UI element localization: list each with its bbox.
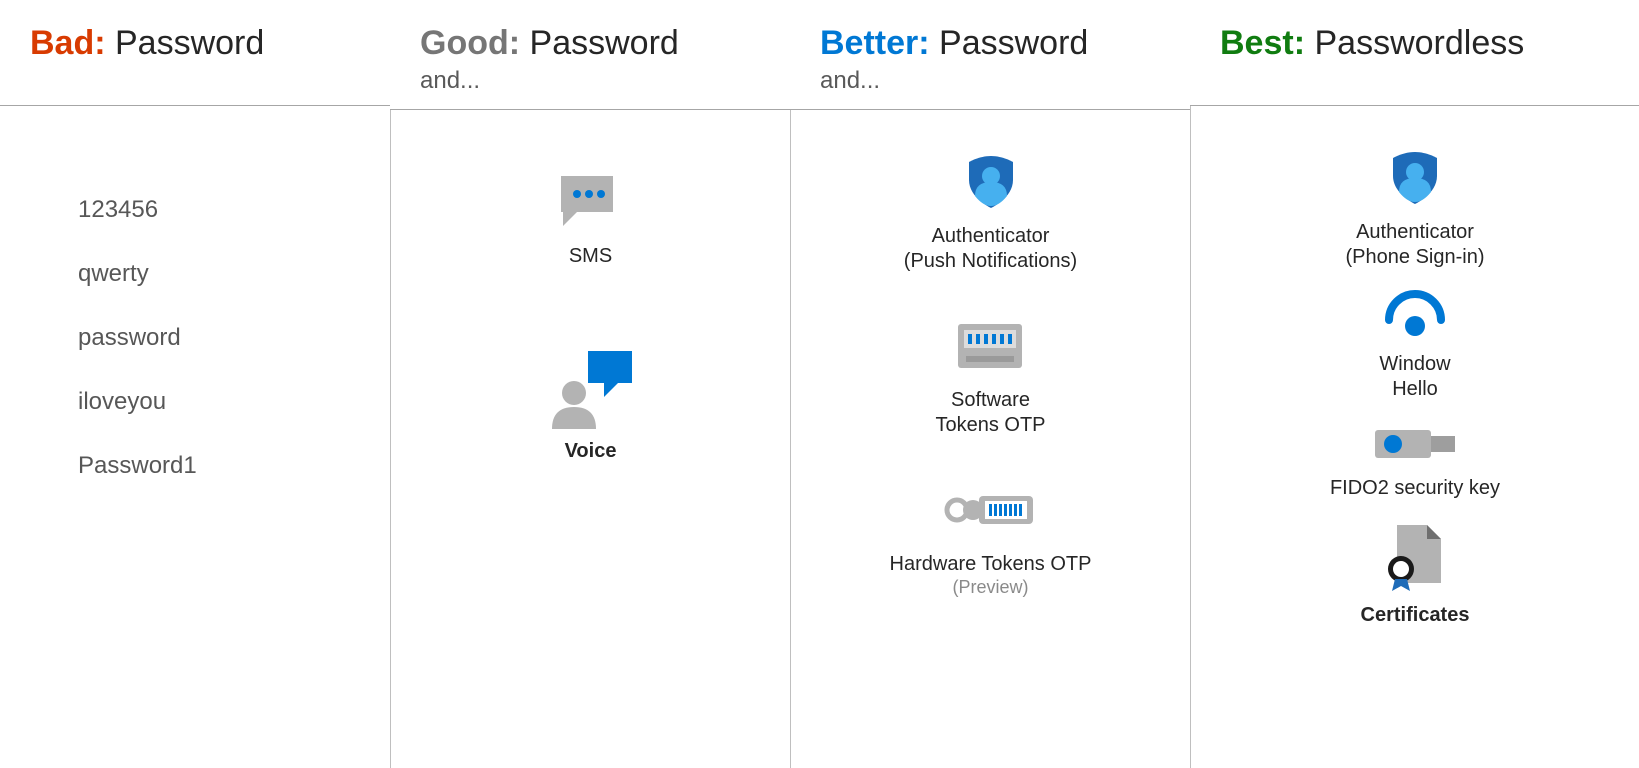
item-hard-token-label: Hardware Tokens OTP [890,552,1092,577]
item-hard-token: Hardware Tokens OTP (Preview) [890,478,1092,598]
item-voice: Voice [546,349,636,464]
authenticator-icon [1387,146,1443,210]
col-best-header: Best: Passwordless [1190,0,1639,106]
item-soft-token: Software Tokens OTP [935,314,1045,438]
item-authenticator-signin: Authenticator (Phone Sign-in) [1346,146,1485,270]
fido2-key-icon [1371,422,1459,466]
col-good: Good: Password and... SMS [390,0,790,768]
item-sms-label: SMS [569,244,612,269]
tier-label-good: Good: [420,24,520,62]
col-best-body: Authenticator (Phone Sign-in) Window Hel… [1190,106,1639,768]
item-soft-token-label2: Tokens OTP [935,413,1045,438]
col-bad-title: Bad: Password [30,24,360,63]
col-bad-header: Bad: Password [0,0,390,106]
tier-label-bad: Bad: [30,24,106,62]
col-best-title: Best: Passwordless [1220,24,1609,63]
item-auth-signin-label1: Authenticator [1356,220,1474,245]
item-sms: SMS [555,170,627,269]
col-better-header: Better: Password and... [790,0,1190,110]
tier-label-best: Best: [1220,24,1305,62]
col-bad: Bad: Password 123456 qwerty password ilo… [0,0,390,768]
voice-icon [546,349,636,429]
item-fido2-label: FIDO2 security key [1330,476,1500,501]
bad-password: Password1 [78,452,197,480]
item-authenticator-push: Authenticator (Push Notifications) [904,150,1077,274]
tier-rest-better: Password [930,24,1089,62]
tier-rest-best: Passwordless [1305,24,1524,62]
col-good-title: Good: Password [420,24,760,63]
item-certificates: Certificates [1361,521,1470,628]
tier-rest-good: Password [520,24,679,62]
bad-password-list: 123456 qwerty password iloveyou Password… [0,146,197,516]
col-good-sub: and... [420,67,760,95]
bad-password: 123456 [78,196,197,224]
col-good-header: Good: Password and... [390,0,790,110]
bad-password: qwerty [78,260,197,288]
col-better-body: Authenticator (Push Notifications) [790,110,1190,768]
item-fido2: FIDO2 security key [1330,422,1500,501]
col-better-title: Better: Password [820,24,1160,63]
item-auth-push-label1: Authenticator [932,224,1050,249]
item-hello-label2: Hello [1392,377,1438,402]
tier-rest-bad: Password [106,24,265,62]
item-hard-token-sub: (Preview) [952,577,1028,598]
col-best: Best: Passwordless Authenticator (Phone … [1190,0,1639,768]
item-auth-signin-label2: (Phone Sign-in) [1346,245,1485,270]
item-cert-label: Certificates [1361,603,1470,628]
auth-tiers-grid: Bad: Password 123456 qwerty password ilo… [0,0,1639,768]
item-windows-hello: Window Hello [1379,290,1451,402]
windows-hello-icon [1379,290,1451,342]
authenticator-icon [963,150,1019,214]
col-good-body: SMS Voice [390,110,790,768]
col-bad-body: 123456 qwerty password iloveyou Password… [0,106,390,768]
bad-password: iloveyou [78,388,197,416]
certificate-icon [1379,521,1451,593]
item-soft-token-label1: Software [951,388,1030,413]
hardware-token-icon [943,478,1039,542]
item-voice-label: Voice [565,439,617,464]
tier-label-better: Better: [820,24,930,62]
col-better-sub: and... [820,67,1160,95]
item-auth-push-label2: (Push Notifications) [904,249,1077,274]
sms-icon [555,170,627,234]
col-better: Better: Password and... Authenticator (P… [790,0,1190,768]
software-token-icon [952,314,1028,378]
bad-password: password [78,324,197,352]
item-hello-label1: Window [1379,352,1450,377]
